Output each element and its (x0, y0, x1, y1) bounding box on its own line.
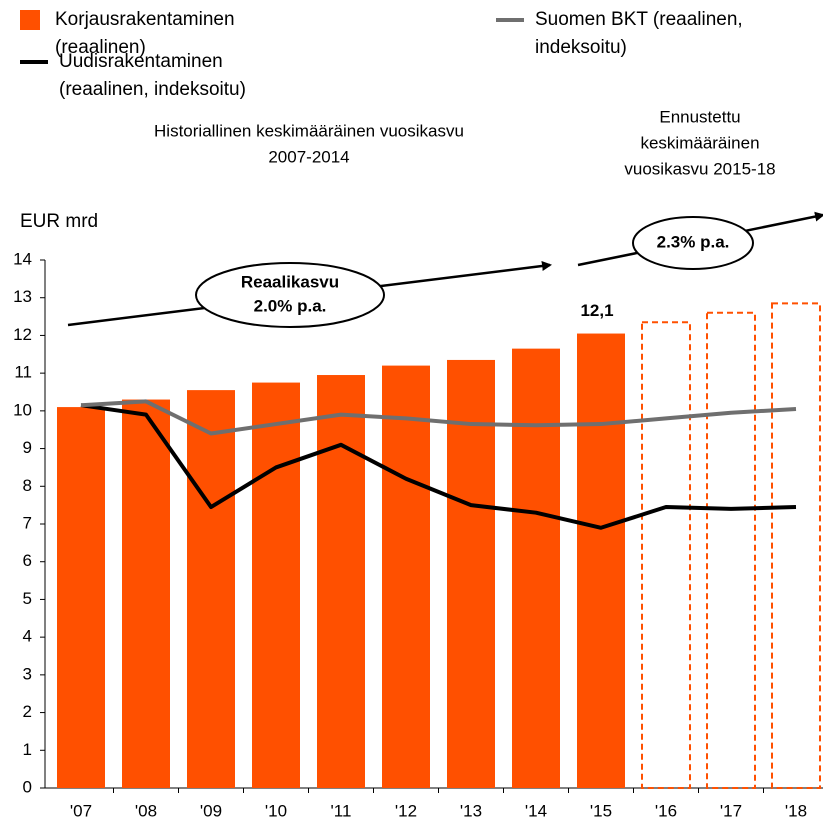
legend-label: Suomen BKT (reaalinen, indeksoitu) (535, 9, 743, 58)
x-tick-label: '13 (460, 801, 482, 820)
annotation: Historiallinen keskimääräinen vuosikasvu (154, 121, 464, 140)
legend-label: Korjausrakentaminen (reaalinen) (55, 9, 235, 58)
bar (187, 390, 235, 788)
annotation: 2.3% p.a. (657, 232, 730, 251)
y-tick-label: 11 (14, 363, 32, 382)
annotation: vuosikasvu 2015-18 (624, 159, 775, 178)
bar (447, 359, 495, 788)
callout (632, 216, 754, 270)
y-tick-label: 14 (13, 249, 32, 268)
x-tick-label: '17 (720, 801, 742, 820)
y-tick-label: 2 (23, 702, 32, 721)
x-tick-label: '10 (265, 801, 287, 820)
y-tick-label: 10 (13, 400, 32, 419)
bar (122, 399, 170, 788)
bar (252, 382, 300, 788)
line (80, 403, 797, 530)
bar (577, 333, 625, 788)
annotation: 2.0% p.a. (254, 296, 327, 315)
x-tick-label: '14 (525, 801, 547, 820)
bar (771, 302, 821, 789)
x-tick-label: '15 (590, 801, 612, 820)
bar (382, 365, 430, 788)
annotation: Ennustettu (659, 107, 740, 126)
value-label: 12,1 (580, 301, 613, 320)
x-tick-label: '18 (785, 801, 807, 820)
bar (317, 375, 365, 788)
y-tick-label: 7 (23, 513, 32, 532)
legend-swatch (20, 10, 40, 30)
y-tick-label: 0 (23, 777, 32, 796)
y-tick-label: 5 (23, 589, 32, 608)
annotation: Reaalikasvu (241, 272, 339, 291)
x-tick-label: '07 (70, 801, 92, 820)
annotation: 2007-2014 (268, 147, 349, 166)
y-tick-label: 4 (23, 627, 32, 646)
bar (512, 348, 560, 788)
bar (706, 311, 756, 789)
annotation: keskimääräinen (640, 133, 759, 152)
y-tick-label: 8 (23, 476, 32, 495)
x-tick-label: '12 (395, 801, 417, 820)
x-tick-label: '16 (655, 801, 677, 820)
x-tick-label: '08 (135, 801, 157, 820)
x-tick-label: '09 (200, 801, 222, 820)
legend-label: Uudisrakentaminen (reaalinen, indeksoitu) (59, 51, 246, 100)
bar (57, 407, 105, 788)
y-tick-label: 12 (13, 325, 32, 344)
bar (641, 321, 691, 789)
y-tick-label: 6 (23, 551, 32, 570)
y-axis-label: EUR mrd (20, 211, 98, 232)
y-tick-label: 3 (23, 664, 32, 683)
callout (195, 262, 385, 328)
y-tick-label: 1 (23, 740, 32, 759)
x-tick-label: '11 (331, 801, 352, 820)
y-tick-label: 9 (23, 438, 32, 457)
line (80, 399, 797, 436)
y-tick-label: 13 (13, 287, 32, 306)
